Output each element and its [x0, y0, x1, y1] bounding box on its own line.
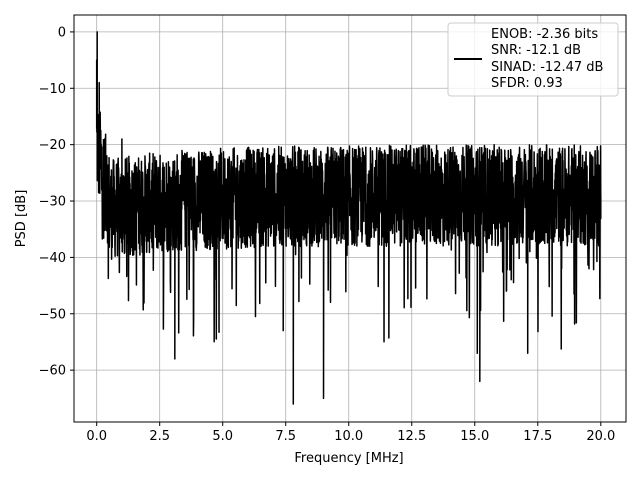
- axis-ticks: 0.0 2.5 5.0 7.5 10.0 12.5 15.0 17.5 20.0 0 −10 −20 −…: [39, 25, 616, 444]
- x-tick-label: 12.5: [397, 429, 426, 444]
- y-tick-label: −50: [39, 307, 66, 322]
- y-tick-label: −20: [39, 138, 66, 153]
- y-tick-label: 0: [58, 25, 66, 40]
- y-tick-label: −30: [39, 195, 66, 210]
- legend-entry-enob: ENOB: -2.36 bits: [491, 27, 598, 42]
- y-tick-label: −40: [39, 251, 66, 266]
- legend-entry-sinad: SINAD: -12.47 dB: [491, 60, 603, 75]
- y-axis-title: PSD [dB]: [14, 190, 29, 248]
- x-axis-title: Frequency [MHz]: [294, 451, 403, 466]
- plot-frame: [73, 14, 627, 423]
- legend-entry-sfdr: SFDR: 0.93: [491, 76, 563, 91]
- legend-entry-snr: SNR: -12.1 dB: [491, 43, 581, 58]
- legend: ENOB: -2.36 bits SNR: -12.1 dB SINAD: -1…: [447, 22, 619, 97]
- x-tick-label: 17.5: [523, 429, 552, 444]
- x-tick-label: 15.0: [460, 429, 489, 444]
- x-tick-label: 20.0: [586, 429, 615, 444]
- x-tick-label: 10.0: [334, 429, 363, 444]
- psd-trace-group: [95, 31, 602, 405]
- y-tick-label: −60: [39, 364, 66, 379]
- psd-trace: [95, 31, 602, 405]
- x-tick-label: 0.0: [86, 429, 107, 444]
- legend-box: [447, 22, 619, 97]
- y-tick-label: −10: [39, 82, 66, 97]
- x-tick-label: 5.0: [212, 429, 233, 444]
- x-tick-label: 2.5: [149, 429, 170, 444]
- x-tick-label: 7.5: [275, 429, 296, 444]
